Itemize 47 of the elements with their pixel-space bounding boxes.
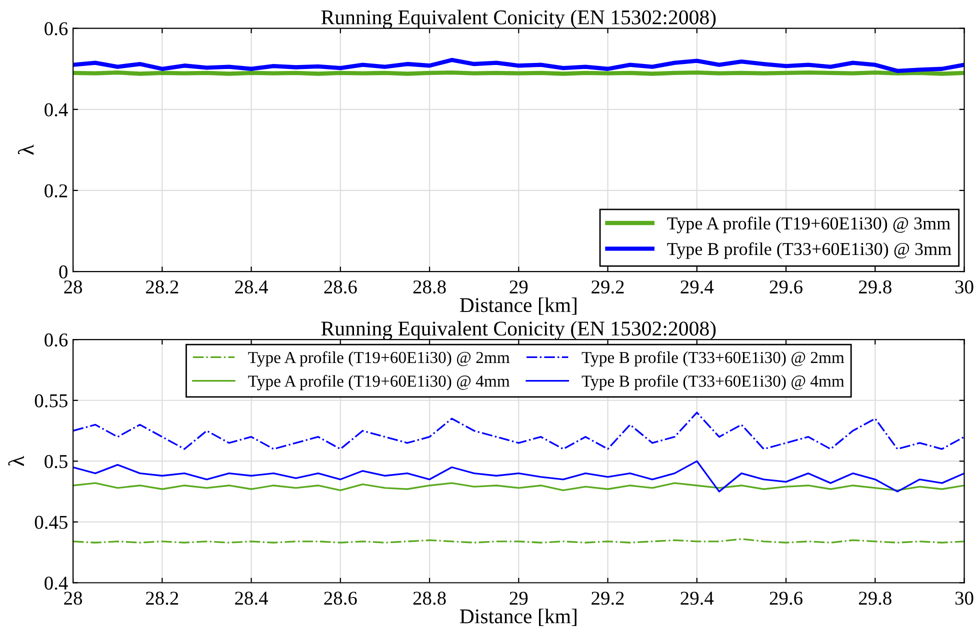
x-tick-label: 29: [510, 280, 528, 294]
x-tick-label: 30: [955, 592, 974, 605]
legend-label: Type A profile (T19+60E1i30) @ 3mm: [667, 216, 950, 234]
legend-label: Type A profile (T19+60E1i30) @ 2mm: [248, 351, 510, 367]
x-tick-label: 28.8: [413, 592, 446, 605]
legend-label: Type A profile (T19+60E1i30) @ 4mm: [248, 374, 510, 390]
x-axis-title: Distance [km]: [460, 297, 576, 315]
y-tick-label: 0.2: [44, 184, 68, 198]
x-tick-label: 28.8: [413, 280, 446, 294]
x-tick-label: 29: [510, 592, 528, 605]
x-tick-label: 29.2: [592, 592, 624, 605]
line-series: [73, 58, 964, 73]
x-tick-label: 29.8: [858, 280, 892, 294]
x-tick-label: 28.6: [324, 280, 357, 294]
line-series: [73, 482, 964, 492]
y-axis-title: λ: [8, 456, 24, 466]
y-tick-label: 0.45: [34, 516, 68, 529]
x-tick-label: 29.4: [680, 280, 714, 294]
line-series: [73, 460, 964, 492]
legend-label: Type B profile (T33+60E1i30) @ 2mm: [582, 351, 844, 367]
y-tick-label: 0.55: [34, 394, 68, 408]
x-tick-label: 28.4: [235, 592, 268, 605]
y-tick-label: 0: [59, 265, 68, 278]
y-tick-label: 0.6: [44, 333, 68, 347]
x-axis-title: Distance [km]: [460, 608, 576, 626]
chart-title: Running Equivalent Conicity (EN 15302:2008): [321, 320, 716, 340]
y-tick-label: 0.5: [44, 454, 68, 468]
x-tick-label: 28.2: [146, 592, 178, 605]
x-tick-label: 28: [64, 592, 82, 605]
line-series: [73, 412, 964, 450]
x-tick-label: 29.8: [858, 592, 892, 605]
legend-label: Type B profile (T33+60E1i30) @ 3mm: [667, 242, 952, 259]
x-tick-label: 30: [955, 280, 974, 294]
x-tick-label: 29.6: [770, 592, 802, 605]
y-axis-title: λ: [18, 144, 34, 155]
y-tick-label: 0.4: [44, 576, 68, 590]
x-tick-label: 29.6: [770, 280, 802, 294]
chart-title: Running Equivalent Conicity (EN 15302:2008): [321, 10, 716, 29]
legend-label: Type B profile (T33+60E1i30) @ 4mm: [582, 374, 844, 390]
y-tick-label: 0.4: [44, 103, 68, 116]
x-tick-label: 28: [64, 280, 82, 294]
x-tick-label: 29.4: [680, 592, 714, 605]
x-tick-label: 29.2: [592, 280, 624, 294]
x-tick-label: 28.2: [146, 280, 178, 294]
y-tick-label: 0.6: [44, 22, 68, 36]
x-tick-label: 28.6: [324, 592, 357, 605]
x-tick-label: 28.4: [235, 280, 268, 294]
